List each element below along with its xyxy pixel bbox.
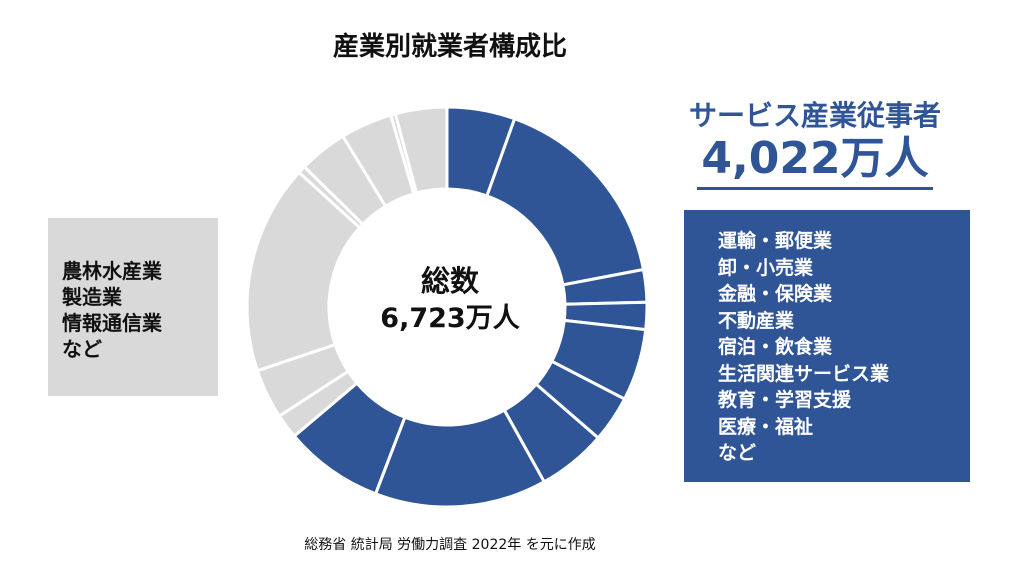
other-industry-item: など <box>62 337 102 361</box>
service-industry-item: 運輸・郵便業 <box>718 230 833 252</box>
total-label: 総数 <box>420 264 479 298</box>
other-industry-item: 農林水産業 <box>62 259 162 283</box>
service-industry-item: 不動産業 <box>718 309 795 332</box>
service-industry-item: 医療・福祉 <box>718 415 814 438</box>
other-industry-item: 製造業 <box>62 285 122 309</box>
chart-title: 産業別就業者構成比 <box>332 32 567 62</box>
service-workers-total-wrap: 4,022万人 <box>660 133 970 190</box>
service-industry-item: 宿泊・飲食業 <box>718 336 833 358</box>
service-industries-box: 運輸・郵便業 卸・小売業 金融・保険業 不動産業 宿泊・飲食業 生活関連サービス… <box>684 210 970 482</box>
service-industry-item: 生活関連サービス業 <box>718 362 890 385</box>
service-industry-item: 卸・小売業 <box>718 256 814 279</box>
service-industry-item: など <box>718 442 757 464</box>
donut-center-label: 総数 6,723万人 <box>350 262 550 338</box>
other-industry-slice <box>393 105 449 195</box>
service-industry-slice <box>484 116 646 287</box>
service-workers-total: 4,022万人 <box>697 133 933 190</box>
other-industries-list: 農林水産業 製造業 情報通信業 など <box>48 218 218 362</box>
source-note: 総務省 統計局 労働力調査 2022年 を元に作成 <box>304 537 596 553</box>
other-industry-item: 情報通信業 <box>62 311 162 335</box>
other-industries-box: 農林水産業 製造業 情報通信業 など <box>48 218 218 396</box>
service-industries-list: 運輸・郵便業 卸・小売業 金融・保険業 不動産業 宿泊・飲食業 生活関連サービス… <box>684 210 970 467</box>
service-industry-item: 教育・学習支援 <box>718 389 852 411</box>
service-industry-item: 金融・保険業 <box>718 283 833 305</box>
total-value: 6,723万人 <box>380 303 520 334</box>
other-industry-slice <box>245 170 362 373</box>
service-workers-heading: サービス産業従事者 <box>688 99 941 132</box>
